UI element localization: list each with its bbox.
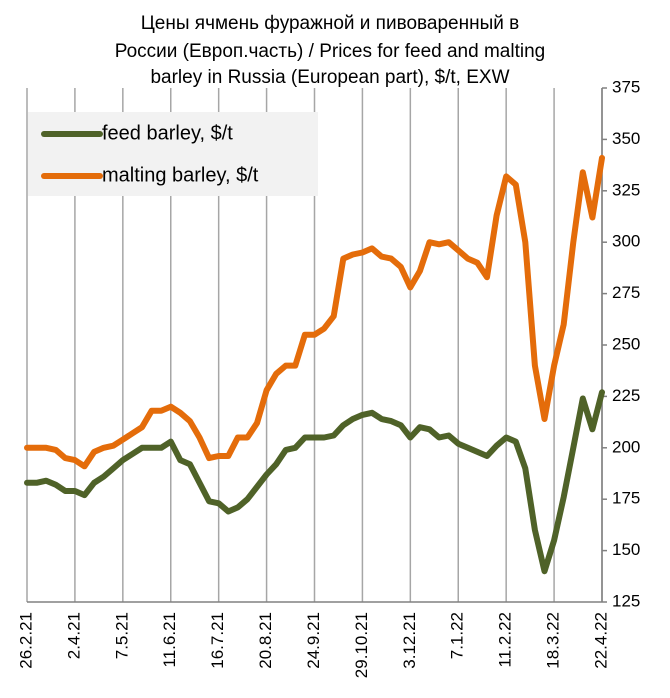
x-tick-label: 29.10.21 bbox=[352, 612, 371, 678]
y-tick-label: 125 bbox=[612, 591, 640, 610]
x-tick-label: 18.3.22 bbox=[544, 612, 563, 669]
y-tick-label: 200 bbox=[612, 437, 640, 456]
y-tick-label: 325 bbox=[612, 180, 640, 199]
line-series bbox=[24, 389, 605, 575]
x-tick-label: 22.4.22 bbox=[591, 612, 610, 669]
chart-title: России (Европ.часть) / Prices for feed a… bbox=[115, 41, 545, 62]
legend-box bbox=[28, 112, 318, 196]
y-tick-label: 300 bbox=[612, 232, 640, 251]
legend-label: malting barley, $/t bbox=[102, 164, 259, 186]
x-tick-label: 2.4.21 bbox=[64, 612, 83, 659]
x-tick-label: 7.1.22 bbox=[448, 612, 467, 659]
y-tick-label: 150 bbox=[612, 540, 640, 559]
line-series bbox=[24, 154, 605, 470]
y-tick-label: 225 bbox=[612, 386, 640, 405]
x-tick-label: 20.8.21 bbox=[256, 612, 275, 669]
x-tick-label: 3.12.21 bbox=[400, 612, 419, 669]
x-tick-label: 24.9.21 bbox=[304, 612, 323, 669]
y-tick-label: 375 bbox=[612, 77, 640, 96]
y-tick-label: 175 bbox=[612, 489, 640, 508]
x-tick-label: 11.6.21 bbox=[160, 612, 179, 667]
legend-label: feed barley, $/t bbox=[102, 122, 233, 144]
chart-title: barley in Russia (European part), $/t, E… bbox=[150, 67, 509, 88]
y-tick-label: 350 bbox=[612, 129, 640, 148]
x-tick-label: 7.5.21 bbox=[112, 612, 131, 659]
x-tick-label: 16.7.21 bbox=[208, 612, 227, 669]
y-tick-label: 275 bbox=[612, 283, 640, 302]
chart-title: Цены ячмень фуражной и пивоваренный в bbox=[141, 13, 520, 34]
x-tick-label: 11.2.22 bbox=[496, 612, 515, 667]
y-tick-label: 250 bbox=[612, 334, 640, 353]
x-tick-label: 26.2.21 bbox=[16, 612, 35, 669]
